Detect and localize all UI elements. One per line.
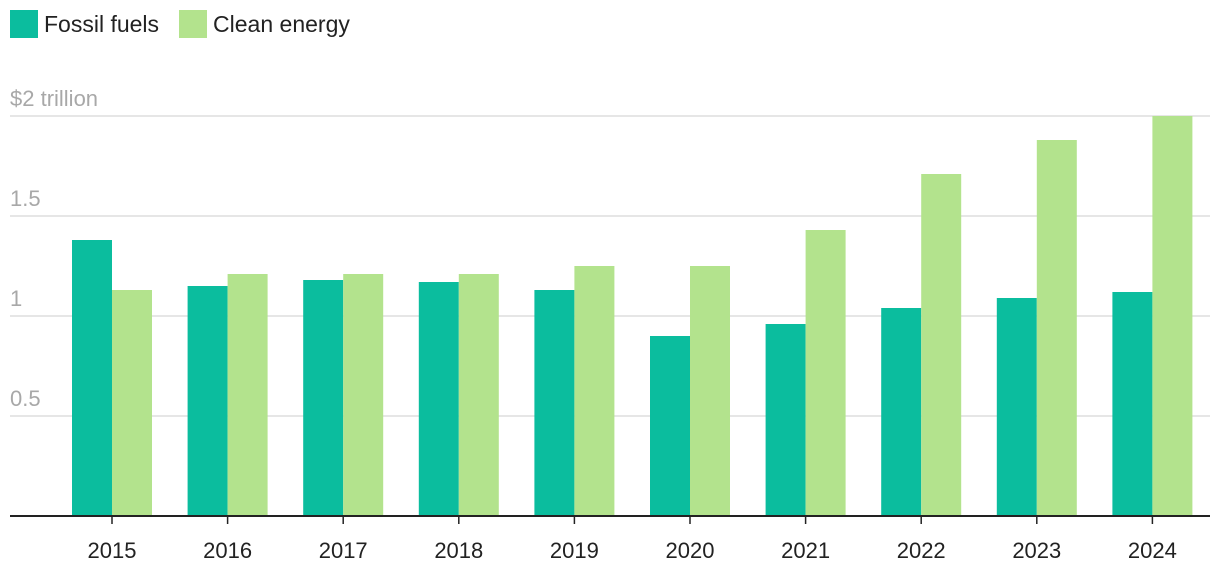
legend-label-clean-energy: Clean energy — [213, 10, 350, 37]
bar-fossil-fuels-2018 — [418, 282, 459, 516]
x-tick-label: 2021 — [781, 538, 830, 563]
bar-fossil-fuels-2016 — [187, 286, 228, 516]
x-tick-label: 2023 — [1012, 538, 1061, 563]
bar-clean-energy-2019 — [574, 266, 615, 516]
bar-fossil-fuels-2015 — [72, 240, 112, 516]
bar-clean-energy-2017 — [343, 274, 384, 516]
bar-fossil-fuels-2021 — [765, 324, 806, 516]
bar-clean-energy-2024 — [1152, 116, 1193, 516]
y-axis-ticks: 0.5 1 1.5 $2 trillion — [10, 86, 98, 411]
bars — [72, 116, 1193, 516]
x-axis-ticks: 2015 2016 2017 2018 2019 2020 2021 2022 2023 2024 — [88, 516, 1177, 563]
y-tick-label: $2 trillion — [10, 86, 98, 111]
x-tick-label: 2018 — [434, 538, 483, 563]
bar-fossil-fuels-2019 — [534, 290, 575, 516]
bar-fossil-fuels-2024 — [1112, 292, 1153, 516]
x-tick-label: 2016 — [203, 538, 252, 563]
legend-label-fossil-fuels: Fossil fuels — [44, 10, 160, 37]
x-tick-label: 2022 — [897, 538, 946, 563]
bar-clean-energy-2023 — [1036, 140, 1077, 516]
y-tick-label: 0.5 — [10, 386, 41, 411]
x-tick-label: 2024 — [1128, 538, 1177, 563]
bar-clean-energy-2021 — [805, 230, 846, 516]
bar-clean-energy-2015 — [112, 290, 152, 516]
x-tick-label: 2020 — [666, 538, 715, 563]
bar-fossil-fuels-2020 — [650, 336, 690, 516]
x-tick-label: 2015 — [88, 538, 137, 563]
bar-clean-energy-2016 — [227, 274, 268, 516]
legend-swatch-fossil-fuels — [10, 10, 38, 38]
legend: Fossil fuels Clean energy — [10, 10, 350, 38]
x-tick-label: 2017 — [319, 538, 368, 563]
bar-clean-energy-2018 — [458, 274, 499, 516]
legend-swatch-clean-energy — [179, 10, 208, 38]
bar-clean-energy-2022 — [921, 174, 962, 516]
legend-item-clean-energy: Clean energy — [179, 10, 350, 38]
legend-item-fossil-fuels: Fossil fuels — [10, 10, 159, 38]
y-tick-label: 1 — [10, 286, 22, 311]
bar-clean-energy-2020 — [690, 266, 730, 516]
bar-fossil-fuels-2023 — [996, 298, 1037, 516]
bar-fossil-fuels-2022 — [881, 308, 922, 516]
y-tick-label: 1.5 — [10, 186, 41, 211]
bar-fossil-fuels-2017 — [303, 280, 344, 516]
x-tick-label: 2019 — [550, 538, 599, 563]
